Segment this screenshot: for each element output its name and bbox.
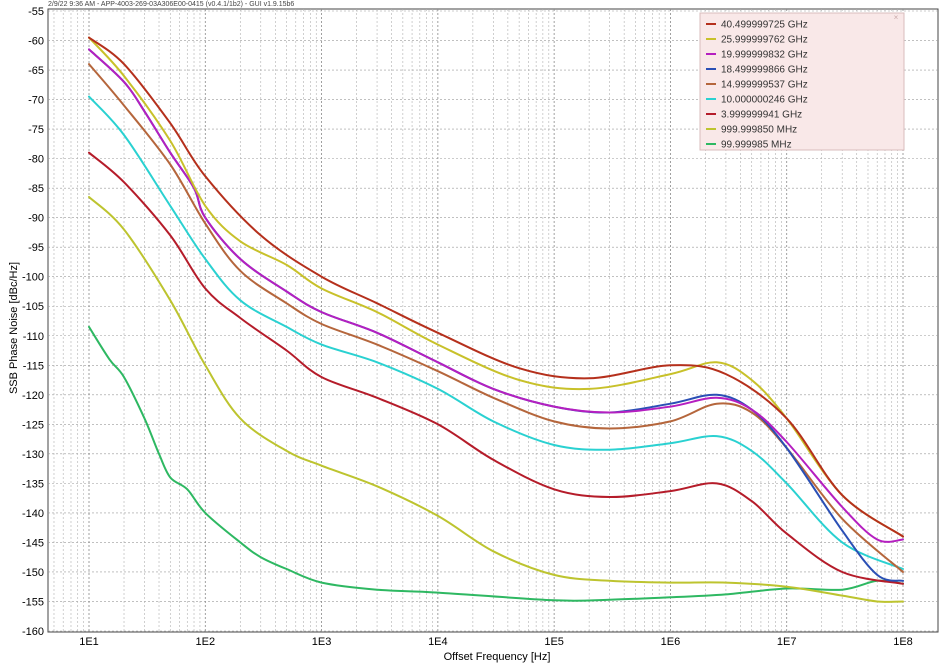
y-tick-label: -110 [23, 331, 44, 343]
legend-entry-label: 3.999999941 GHz [721, 110, 802, 121]
y-tick-label: -55 [28, 6, 44, 18]
series-line [88, 36, 904, 538]
series-lines [88, 36, 904, 603]
legend-entry-label: 10.000000246 GHz [721, 95, 808, 106]
y-tick-label: -80 [28, 154, 44, 166]
legend: × 40.499999725 GHz 25.999999762 GHz 19.999… [699, 12, 905, 151]
series-line [88, 325, 904, 602]
y-tick-label: -155 [22, 596, 44, 608]
y-tick-label: -125 [22, 419, 44, 431]
y-tick-label: -100 [22, 272, 44, 284]
y-tick-label: -75 [28, 124, 44, 136]
legend-close-icon[interactable]: × [894, 13, 899, 22]
legend-entry-label: 19.999999832 GHz [721, 50, 808, 61]
y-axis-ticks: -55 -60 -65 -70 -75 -80 -85 -90 -95 -100 -105 -110 -… [22, 6, 44, 638]
x-tick-label: 1E4 [428, 636, 448, 648]
y-tick-label: -90 [28, 213, 44, 225]
series-line [88, 36, 904, 538]
series-line [88, 63, 904, 573]
y-tick-label: -135 [22, 478, 44, 490]
y-tick-label: -70 [28, 95, 44, 107]
series-line [88, 196, 904, 603]
x-tick-label: 1E2 [195, 636, 215, 648]
chart-header-text: 2/9/22 9:36 AM - APP-4003-269-03A306E00-… [48, 1, 294, 8]
x-tick-label: 1E6 [661, 636, 681, 648]
y-tick-label: -160 [22, 626, 44, 638]
x-axis-title: Offset Frequency [Hz] [444, 651, 551, 663]
x-axis-ticks: 1E1 1E2 1E3 1E4 1E5 1E6 1E7 1E8 [79, 636, 913, 648]
x-tick-label: 1E3 [312, 636, 332, 648]
y-tick-label: -65 [28, 65, 44, 77]
x-tick-label: 1E1 [79, 636, 99, 648]
legend-entry-label: 40.499999725 GHz [721, 20, 808, 31]
legend-entry-label: 99.999985 MHz [721, 140, 792, 151]
legend-box [699, 12, 905, 151]
x-tick-label: 1E5 [544, 636, 564, 648]
y-tick-label: -140 [22, 508, 44, 520]
legend-entry-label: 25.999999762 GHz [721, 35, 808, 46]
y-tick-label: -145 [22, 537, 44, 549]
y-tick-label: -150 [22, 567, 44, 579]
y-tick-label: -120 [22, 390, 44, 402]
y-tick-label: -60 [28, 36, 44, 48]
y-tick-label: -85 [28, 183, 44, 195]
y-tick-label: -105 [22, 301, 44, 313]
legend-entry-label: 14.999999537 GHz [721, 80, 808, 91]
series-line [88, 151, 904, 585]
x-tick-label: 1E8 [893, 636, 913, 648]
y-tick-label: -95 [28, 242, 44, 254]
legend-entry-label: 999.999850 MHz [721, 125, 797, 136]
legend-entry-label: 18.499999866 GHz [721, 65, 808, 76]
y-tick-label: -130 [22, 449, 44, 461]
y-axis-title: SSB Phase Noise [dBc/Hz] [8, 262, 20, 394]
x-tick-label: 1E7 [777, 636, 797, 648]
series-line [88, 95, 904, 570]
y-tick-label: -115 [23, 360, 44, 372]
series-line [88, 48, 904, 543]
